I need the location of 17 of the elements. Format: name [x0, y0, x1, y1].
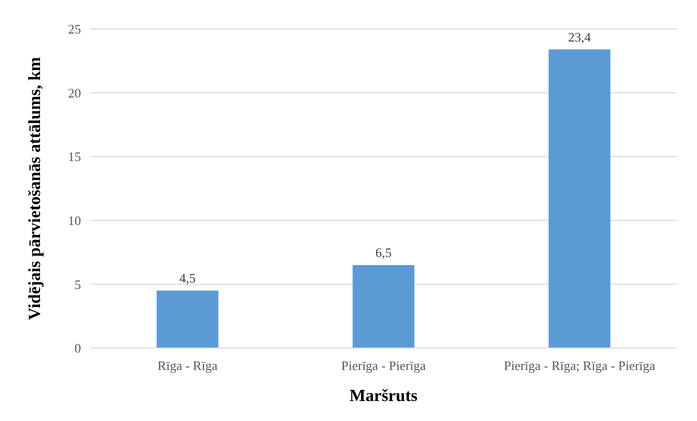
x-tick-label: Pierīga - Pierīga [341, 358, 426, 373]
y-tick-label: 0 [74, 340, 81, 356]
bar [352, 265, 414, 348]
bar [548, 49, 610, 348]
y-axis-title: Vidējais pārvietošanās attālums, km [25, 57, 44, 320]
y-tick-label: 5 [74, 276, 81, 292]
bar [156, 290, 218, 348]
x-tick-label: Rīga - Rīga [158, 358, 218, 373]
y-tick-label: 15 [68, 149, 81, 164]
data-label: 23,4 [568, 29, 592, 44]
data-label: 6,5 [375, 245, 392, 260]
x-axis-title: Maršruts [350, 386, 418, 405]
data-label: 4,5 [179, 270, 196, 286]
x-tick-label: Pierīga - Rīga; Rīga - Pierīga [504, 358, 656, 373]
y-tick-label: 25 [68, 22, 81, 37]
y-tick-label: 20 [68, 85, 81, 100]
y-tick-label: 10 [68, 212, 81, 228]
